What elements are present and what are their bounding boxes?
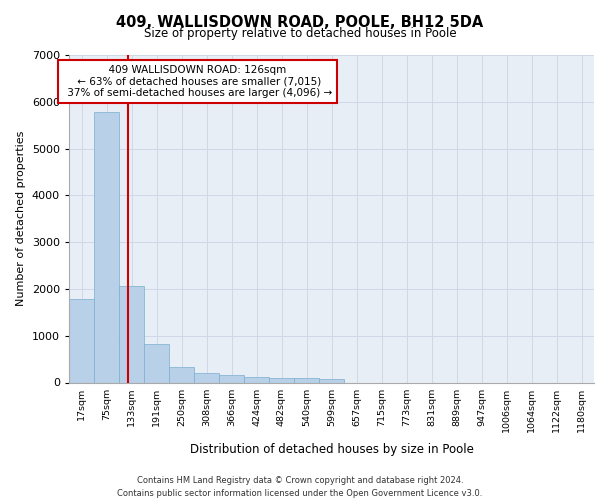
Bar [219, 374, 244, 382]
Bar [169, 366, 194, 382]
Bar [244, 378, 269, 382]
Text: 409 WALLISDOWN ROAD: 126sqm  
 ← 63% of detached houses are smaller (7,015)
 37%: 409 WALLISDOWN ROAD: 126sqm ← 63% of det… [64, 65, 332, 98]
Bar [194, 373, 219, 382]
Bar [144, 344, 169, 383]
Text: 409, WALLISDOWN ROAD, POOLE, BH12 5DA: 409, WALLISDOWN ROAD, POOLE, BH12 5DA [116, 15, 484, 30]
Bar [319, 379, 344, 382]
Text: Contains HM Land Registry data © Crown copyright and database right 2024.
Contai: Contains HM Land Registry data © Crown c… [118, 476, 482, 498]
Text: Size of property relative to detached houses in Poole: Size of property relative to detached ho… [143, 28, 457, 40]
Bar [269, 378, 294, 382]
Y-axis label: Number of detached properties: Number of detached properties [16, 131, 26, 306]
X-axis label: Distribution of detached houses by size in Poole: Distribution of detached houses by size … [190, 442, 473, 456]
Bar [94, 112, 119, 382]
Bar [119, 286, 144, 382]
Bar [294, 378, 319, 382]
Bar [69, 299, 94, 382]
